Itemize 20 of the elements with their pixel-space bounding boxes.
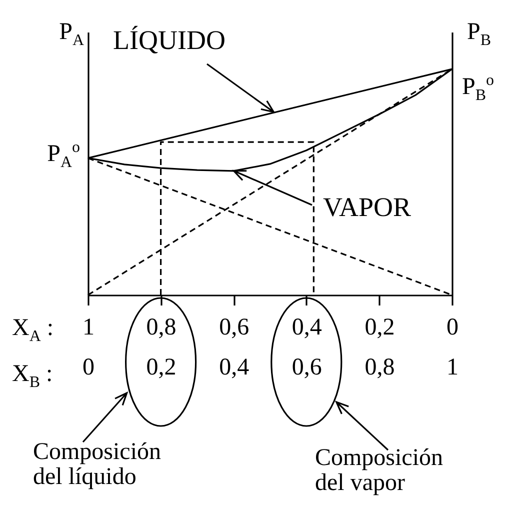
x-tick-label: 0,8 bbox=[364, 354, 395, 380]
text: Composición del líquido bbox=[33, 439, 162, 490]
x2-tick-label: 0,8 bbox=[146, 314, 176, 340]
annotation: VAPOR bbox=[323, 192, 412, 222]
x2-axis-title: X$_{A}$ : bbox=[12, 315, 54, 346]
x-tick-label: 0,2 bbox=[146, 354, 176, 380]
x2-tick-label: 0,4 bbox=[292, 314, 322, 340]
annotation: LÍQUIDO bbox=[113, 25, 226, 55]
x-tick-label: 0 bbox=[82, 354, 94, 380]
y2-axis-title: P$_{B}$ bbox=[467, 19, 492, 50]
x-tick-label: 0,6 bbox=[292, 354, 322, 380]
x2-tick-label: 1 bbox=[82, 314, 94, 340]
x2-tick-label: 0,6 bbox=[219, 314, 250, 340]
text: Composición del vapor bbox=[315, 445, 444, 496]
x-tick-label: 1 bbox=[446, 354, 458, 380]
x-axis-title: X$_{B}$ : bbox=[12, 361, 53, 392]
x-tick-label: 0,4 bbox=[219, 354, 250, 380]
x2-tick-label: 0 bbox=[446, 314, 458, 340]
y-axis-title: P$_{A}$ bbox=[59, 19, 84, 50]
x2-tick-label: 0,2 bbox=[364, 314, 395, 340]
